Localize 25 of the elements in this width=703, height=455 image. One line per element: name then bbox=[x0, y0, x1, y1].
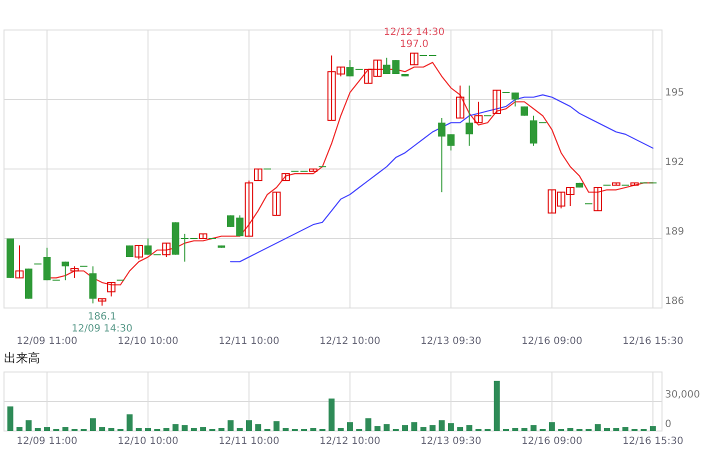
x-tick-label: 12/13 09:30 bbox=[420, 436, 482, 447]
annotation: 12/09 14:30 bbox=[72, 324, 133, 335]
x-tick-label: 12/11 10:00 bbox=[218, 436, 280, 447]
annotation: 12/12 14:30 bbox=[384, 27, 445, 38]
y-tick-label: 195 bbox=[665, 88, 684, 98]
x-tick-label: 12/10 10:00 bbox=[118, 436, 178, 447]
y-tick-label: 186 bbox=[665, 296, 684, 307]
x-tick-label: 12/10 10:00 bbox=[118, 336, 178, 347]
x-tick-label: 12/09 11:00 bbox=[16, 336, 78, 347]
y-tick-label: 30,000 bbox=[665, 390, 700, 400]
x-tick-label: 12/09 11:00 bbox=[16, 436, 78, 447]
y-tick-label: 192 bbox=[665, 157, 684, 168]
x-tick-label: 12/16 15:30 bbox=[622, 336, 684, 347]
y-tick-label: 0 bbox=[665, 419, 672, 430]
annotation: 197.0 bbox=[400, 39, 429, 50]
x-tick-label: 12/12 10:00 bbox=[320, 336, 380, 347]
x-tick-label: 12/13 09:30 bbox=[420, 336, 482, 347]
annotation: 186.1 bbox=[88, 312, 116, 323]
x-tick-label: 12/11 10:00 bbox=[218, 336, 280, 347]
chart-title: 出来高 bbox=[4, 351, 40, 365]
x-tick-label: 12/16 15:30 bbox=[622, 436, 684, 447]
x-tick-label: 12/16 09:00 bbox=[522, 336, 582, 347]
x-tick-label: 12/16 09:00 bbox=[522, 436, 582, 447]
x-tick-label: 12/12 10:00 bbox=[320, 436, 380, 447]
y-tick-label: 189 bbox=[665, 226, 684, 238]
